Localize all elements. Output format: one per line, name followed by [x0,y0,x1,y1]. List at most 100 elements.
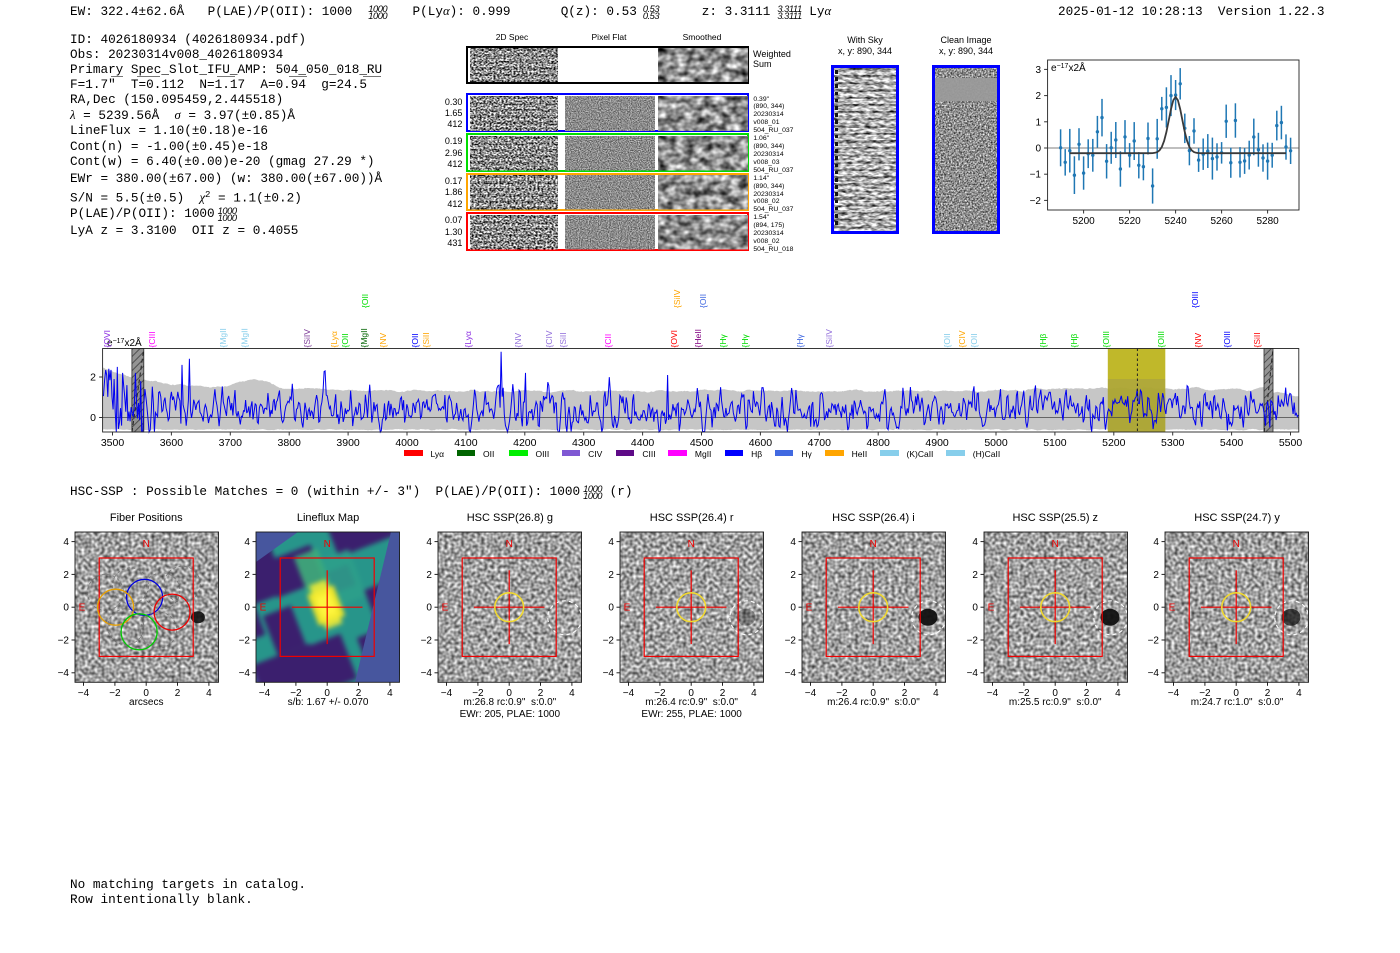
svg-text:4600: 4600 [749,437,773,449]
svg-text:E: E [805,602,812,613]
svg-text:−2: −2 [472,688,484,699]
svg-text:E: E [260,602,267,613]
svg-text:{OIII: {OIII [1156,331,1166,348]
svg-text:{CIV: {CIV [957,330,967,347]
svg-text:2: 2 [90,372,96,384]
svg-text:{NV: {NV [1193,333,1203,348]
svg-text:0: 0 [143,688,149,699]
svg-text:{MgII: {MgII [240,328,250,347]
svg-text:{SiIV: {SiIV [672,289,682,308]
svg-text:4100: 4100 [454,437,478,449]
svg-text:N: N [869,539,876,550]
svg-text:3600: 3600 [160,437,184,449]
svg-text:4: 4 [751,688,757,699]
svg-text:4200: 4200 [513,437,537,449]
svg-text:{NV: {NV [513,333,523,348]
svg-text:{OIII: {OIII [1222,331,1232,348]
svg-text:−2: −2 [836,688,848,699]
svg-text:0: 0 [608,602,614,613]
svg-text:{OVI: {OVI [102,330,112,347]
svg-text:−2: −2 [57,635,69,646]
svg-text:5260: 5260 [1210,216,1233,227]
svg-text:{HeII: {HeII [693,329,703,347]
svg-text:4: 4 [1154,537,1160,548]
svg-text:0: 0 [1052,688,1058,699]
svg-text:−2: −2 [1018,688,1030,699]
svg-text:{OVI: {OVI [669,330,679,347]
svg-text:4: 4 [245,537,251,548]
svg-text:{Hβ: {Hβ [1069,334,1079,348]
svg-text:0: 0 [688,688,694,699]
svg-text:{SiII: {SiII [421,332,431,347]
svg-text:4: 4 [427,537,433,548]
svg-text:0: 0 [245,602,251,613]
svg-text:{Hγ: {Hγ [718,334,728,348]
svg-text:{SiIV: {SiIV [302,329,312,348]
svg-text:2: 2 [972,570,978,581]
svg-text:4: 4 [1115,688,1121,699]
svg-text:4: 4 [790,537,796,548]
svg-text:N: N [687,539,694,550]
svg-text:E: E [1169,602,1176,613]
svg-text:−4: −4 [784,668,796,679]
svg-text:4400: 4400 [631,437,655,449]
svg-text:2: 2 [538,688,544,699]
svg-text:−2: −2 [291,688,303,699]
svg-text:−4: −4 [421,668,433,679]
svg-text:−4: −4 [239,668,251,679]
svg-text:{OII: {OII [340,333,350,347]
svg-text:{OII: {OII [410,333,420,347]
svg-text:{CIII: {CIII [147,331,157,347]
svg-text:{SiIV: {SiIV [824,329,834,348]
svg-text:−4: −4 [623,688,635,699]
svg-text:−2: −2 [603,635,615,646]
svg-text:2: 2 [1083,688,1089,699]
svg-text:0: 0 [63,602,69,613]
svg-text:3700: 3700 [219,437,243,449]
svg-text:5500: 5500 [1279,437,1303,449]
svg-text:{MgII: {MgII [359,328,369,347]
svg-text:−2: −2 [654,688,666,699]
svg-text:1: 1 [1035,117,1041,128]
svg-text:N: N [1233,539,1240,550]
svg-text:5300: 5300 [1161,437,1185,449]
svg-text:4500: 4500 [690,437,714,449]
svg-text:5100: 5100 [1043,437,1067,449]
svg-text:3: 3 [1035,65,1041,76]
svg-text:4: 4 [63,537,69,548]
svg-text:4: 4 [569,688,575,699]
svg-text:4700: 4700 [808,437,832,449]
svg-text:0: 0 [325,688,331,699]
svg-text:{OII: {OII [698,294,708,308]
svg-text:−2: −2 [966,635,978,646]
svg-text:5280: 5280 [1256,216,1279,227]
svg-text:3500: 3500 [101,437,125,449]
svg-text:0: 0 [427,602,433,613]
svg-text:{OII: {OII [942,333,952,347]
svg-text:4800: 4800 [867,437,891,449]
svg-text:E: E [78,602,85,613]
svg-text:0: 0 [1234,688,1240,699]
svg-text:N: N [324,539,331,550]
svg-text:−4: −4 [603,668,615,679]
svg-text:4: 4 [387,688,393,699]
svg-text:E: E [624,602,631,613]
svg-text:−4: −4 [77,688,89,699]
svg-text:2: 2 [174,688,180,699]
svg-text:−4: −4 [57,668,69,679]
svg-text:2: 2 [63,570,69,581]
svg-text:N: N [1051,539,1058,550]
svg-text:3900: 3900 [336,437,360,449]
svg-text:−2: −2 [784,635,796,646]
svg-text:4: 4 [972,537,978,548]
svg-text:4300: 4300 [572,437,596,449]
svg-text:−2: −2 [109,688,121,699]
svg-text:0: 0 [870,688,876,699]
svg-text:5240: 5240 [1164,216,1187,227]
svg-text:4: 4 [608,537,614,548]
svg-text:{OII: {OII [360,294,370,308]
svg-text:−4: −4 [804,688,816,699]
svg-text:−4: −4 [986,688,998,699]
svg-text:2: 2 [356,688,362,699]
svg-text:E: E [442,602,449,613]
